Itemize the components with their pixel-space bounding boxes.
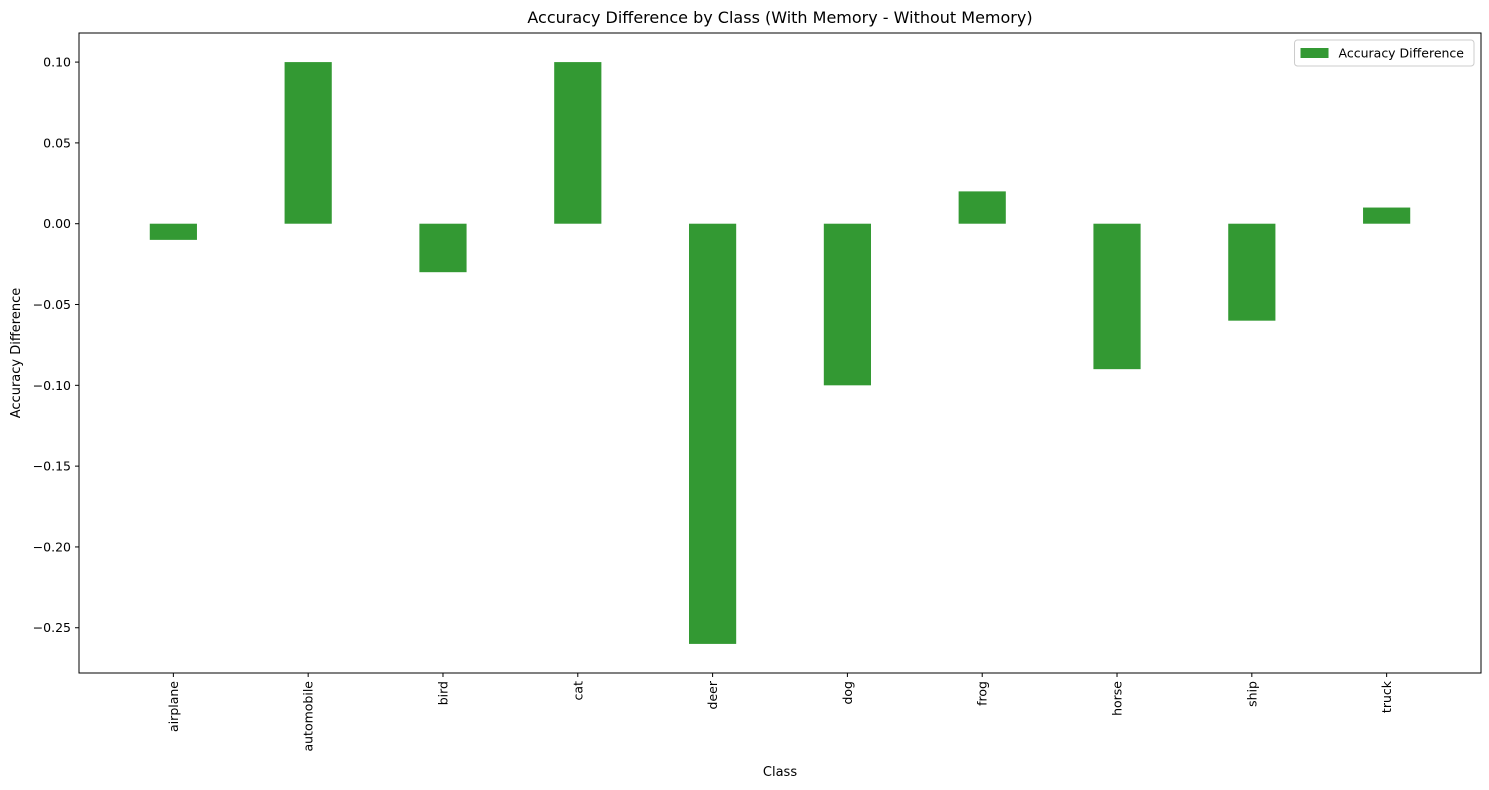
bars-group: [149, 62, 1411, 644]
y-axis: 0.10 0.05 0.00 −0.05 −0.10 −0.15 −0.20 −0.25: [33, 55, 79, 635]
y-tick-label: −0.05: [33, 297, 71, 312]
legend-box: [1294, 39, 1475, 67]
x-axis: airplane automobile bird cat deer dog frog hors…: [166, 673, 1394, 752]
bar-frog: [958, 191, 1006, 224]
x-tick-label-bird: bird: [435, 681, 450, 705]
x-tick-label-dog: dog: [840, 681, 855, 705]
legend: Accuracy Difference: [1294, 39, 1475, 67]
x-tick-label-truck: truck: [1379, 680, 1394, 713]
bar-cat: [554, 62, 602, 224]
bar-ship: [1228, 223, 1276, 321]
y-tick-label: −0.20: [33, 539, 71, 554]
y-axis-label: Accuracy Difference: [9, 288, 24, 419]
y-tick-label: 0.10: [43, 55, 71, 70]
x-tick-label-cat: cat: [570, 681, 585, 701]
legend-entry: Accuracy Difference: [1339, 46, 1465, 61]
x-tick-label-ship: ship: [1244, 681, 1259, 707]
x-tick-label-automobile: automobile: [301, 681, 316, 752]
x-tick-label-horse: horse: [1110, 681, 1125, 716]
bar-dog: [823, 223, 871, 386]
plot-frame: [78, 32, 1482, 674]
legend-swatch: [1300, 48, 1329, 58]
y-tick-label: −0.15: [33, 459, 71, 474]
bar-horse: [1093, 223, 1141, 370]
bar-deer: [689, 223, 737, 644]
x-tick-label-airplane: airplane: [166, 681, 181, 732]
bar-bird: [419, 223, 467, 273]
bar-truck: [1363, 207, 1411, 224]
x-tick-label-frog: frog: [975, 681, 990, 706]
y-tick-label: −0.25: [33, 620, 71, 635]
y-tick-label: 0.05: [43, 135, 71, 150]
x-tick-label-deer: deer: [705, 680, 720, 709]
y-tick-label: −0.10: [33, 378, 71, 393]
x-axis-label: Class: [763, 765, 797, 780]
y-tick-label: 0.00: [43, 216, 71, 231]
chart-title: Accuracy Difference by Class (With Memor…: [527, 8, 1032, 27]
bar-airplane: [149, 223, 197, 240]
bar-automobile: [284, 62, 332, 224]
